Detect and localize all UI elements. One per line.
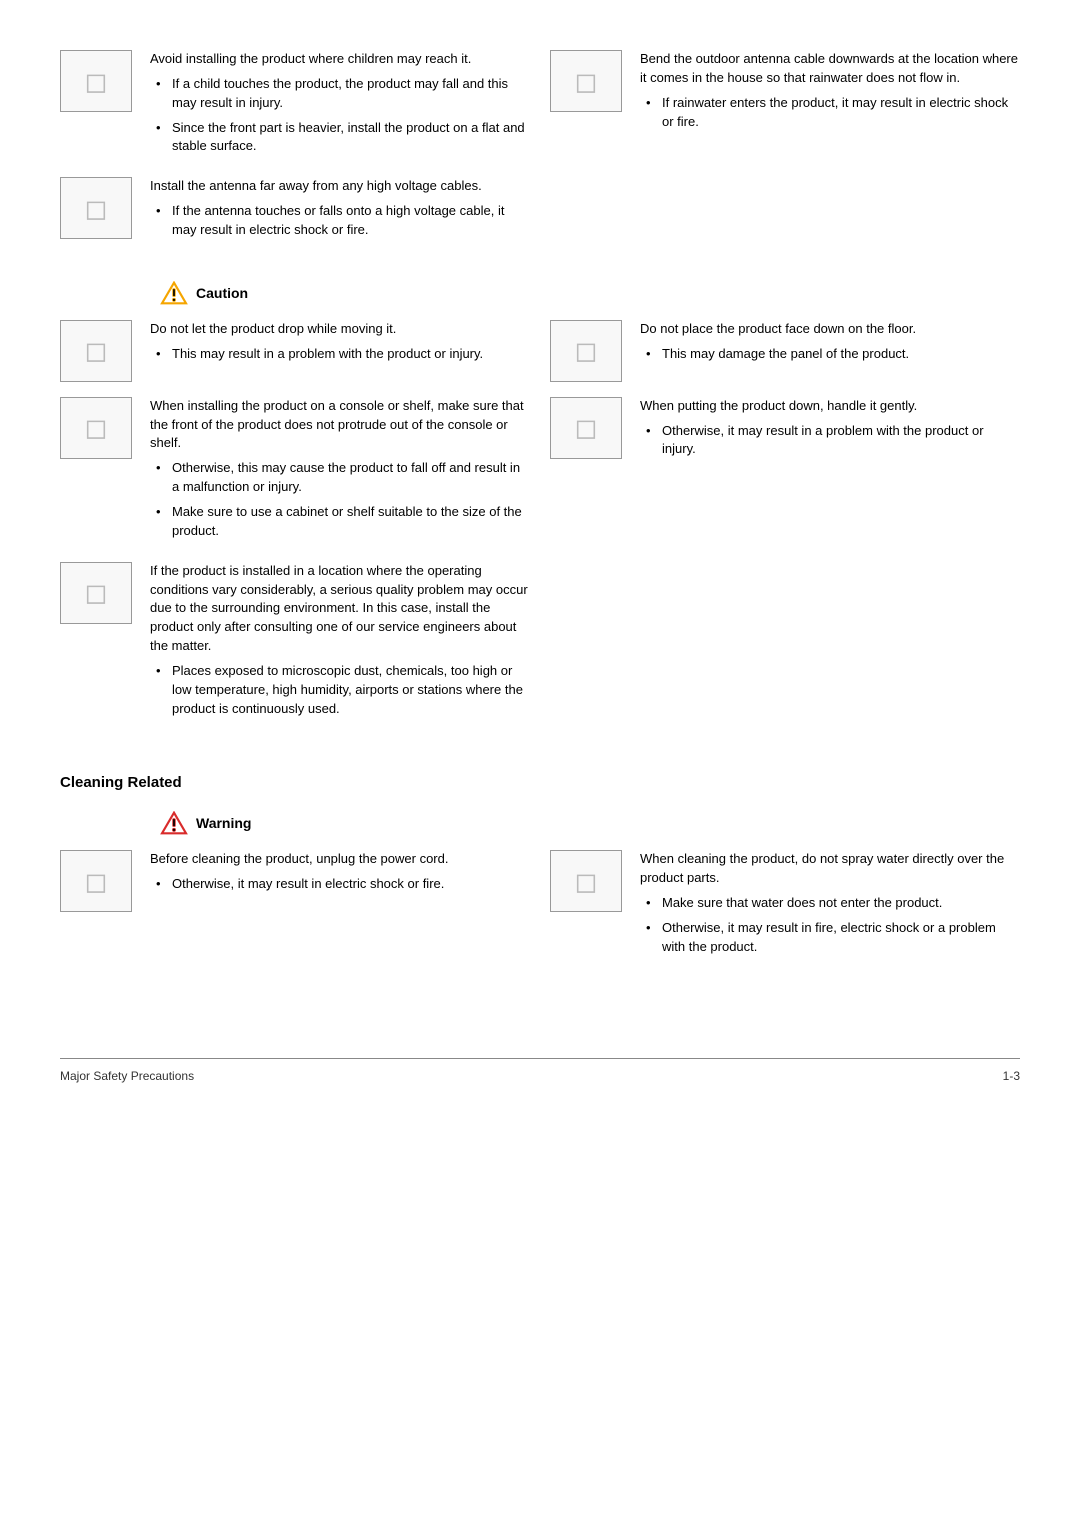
page-footer: Major Safety Precautions 1-3 xyxy=(60,1058,1020,1083)
safety-illustration xyxy=(60,397,135,547)
environment-icon xyxy=(60,562,132,624)
safety-bullet: Otherwise, it may result in fire, electr… xyxy=(662,919,1020,957)
safety-body: Bend the outdoor antenna cable downwards… xyxy=(640,50,1020,137)
safety-item: Install the antenna far away from any hi… xyxy=(60,177,530,246)
caution-left-column: Do not let the product drop while moving… xyxy=(60,320,530,740)
drop-moving-icon xyxy=(60,320,132,382)
safety-text: When cleaning the product, do not spray … xyxy=(640,850,1020,888)
footer-section-title: Major Safety Precautions xyxy=(60,1069,194,1083)
safety-text: If the product is installed in a locatio… xyxy=(150,562,530,656)
safety-bullet: This may result in a problem with the pr… xyxy=(172,345,530,364)
safety-text: When putting the product down, handle it… xyxy=(640,397,1020,416)
cleaning-right-column: When cleaning the product, do not spray … xyxy=(550,850,1020,977)
safety-text: When installing the product on a console… xyxy=(150,397,530,454)
shelf-protrude-icon xyxy=(60,397,132,459)
caution-triangle-icon xyxy=(160,281,188,305)
safety-text: Install the antenna far away from any hi… xyxy=(150,177,530,196)
safety-body: If the product is installed in a locatio… xyxy=(150,562,530,725)
warning-triangle-icon xyxy=(160,811,188,835)
caution-label: Caution xyxy=(196,285,248,301)
safety-body: Before cleaning the product, unplug the … xyxy=(150,850,530,912)
handle-gently-icon xyxy=(550,397,622,459)
safety-illustration xyxy=(550,50,625,137)
safety-illustration xyxy=(60,50,135,162)
safety-bullet: Otherwise, this may cause the product to… xyxy=(172,459,530,497)
safety-item: Do not place the product face down on th… xyxy=(550,320,1020,382)
safety-body: When cleaning the product, do not spray … xyxy=(640,850,1020,962)
child-reach-icon xyxy=(60,50,132,112)
safety-text: Bend the outdoor antenna cable downwards… xyxy=(640,50,1020,88)
safety-bullet: Make sure that water does not enter the … xyxy=(662,894,1020,913)
warning-label: Warning xyxy=(196,815,251,831)
top-section: Avoid installing the product where child… xyxy=(60,50,1020,261)
caution-heading: Caution xyxy=(160,281,1020,305)
safety-body: When putting the product down, handle it… xyxy=(640,397,1020,466)
safety-body: Install the antenna far away from any hi… xyxy=(150,177,530,246)
safety-item: Avoid installing the product where child… xyxy=(60,50,530,162)
safety-body: When installing the product on a console… xyxy=(150,397,530,547)
warning-heading: Warning xyxy=(160,811,1020,835)
cleaning-left-column: Before cleaning the product, unplug the … xyxy=(60,850,530,977)
caution-section: Do not let the product drop while moving… xyxy=(60,320,1020,740)
safety-illustration xyxy=(60,177,135,246)
top-right-column: Bend the outdoor antenna cable downwards… xyxy=(550,50,1020,261)
safety-item: Before cleaning the product, unplug the … xyxy=(60,850,530,912)
safety-body: Avoid installing the product where child… xyxy=(150,50,530,162)
safety-illustration xyxy=(60,850,135,912)
safety-illustration xyxy=(550,850,625,962)
safety-bullet: Since the front part is heavier, install… xyxy=(172,119,530,157)
safety-illustration xyxy=(60,562,135,725)
caution-right-column: Do not place the product face down on th… xyxy=(550,320,1020,740)
safety-item: When putting the product down, handle it… xyxy=(550,397,1020,466)
safety-bullet: If a child touches the product, the prod… xyxy=(172,75,530,113)
antenna-voltage-icon xyxy=(60,177,132,239)
safety-bullet: Make sure to use a cabinet or shelf suit… xyxy=(172,503,530,541)
safety-bullet: This may damage the panel of the product… xyxy=(662,345,1020,364)
safety-bullet: Otherwise, it may result in electric sho… xyxy=(172,875,530,894)
safety-item: Bend the outdoor antenna cable downwards… xyxy=(550,50,1020,137)
safety-text: Avoid installing the product where child… xyxy=(150,50,530,69)
safety-item: When installing the product on a console… xyxy=(60,397,530,547)
face-down-icon xyxy=(550,320,622,382)
page-number: 1-3 xyxy=(1003,1069,1020,1083)
safety-item: Do not let the product drop while moving… xyxy=(60,320,530,382)
safety-text: Do not place the product face down on th… xyxy=(640,320,1020,339)
safety-item: When cleaning the product, do not spray … xyxy=(550,850,1020,962)
safety-bullet: If rainwater enters the product, it may … xyxy=(662,94,1020,132)
no-spray-icon xyxy=(550,850,622,912)
top-left-column: Avoid installing the product where child… xyxy=(60,50,530,261)
unplug-icon xyxy=(60,850,132,912)
safety-item: If the product is installed in a locatio… xyxy=(60,562,530,725)
cleaning-section: Before cleaning the product, unplug the … xyxy=(60,850,1020,977)
safety-bullet: If the antenna touches or falls onto a h… xyxy=(172,202,530,240)
safety-illustration xyxy=(60,320,135,382)
safety-illustration xyxy=(550,397,625,466)
safety-illustration xyxy=(550,320,625,382)
safety-body: Do not place the product face down on th… xyxy=(640,320,1020,382)
antenna-rain-icon xyxy=(550,50,622,112)
safety-text: Do not let the product drop while moving… xyxy=(150,320,530,339)
safety-text: Before cleaning the product, unplug the … xyxy=(150,850,530,869)
safety-body: Do not let the product drop while moving… xyxy=(150,320,530,382)
safety-bullet: Otherwise, it may result in a problem wi… xyxy=(662,422,1020,460)
cleaning-heading: Cleaning Related xyxy=(60,774,1020,791)
safety-bullet: Places exposed to microscopic dust, chem… xyxy=(172,662,530,719)
